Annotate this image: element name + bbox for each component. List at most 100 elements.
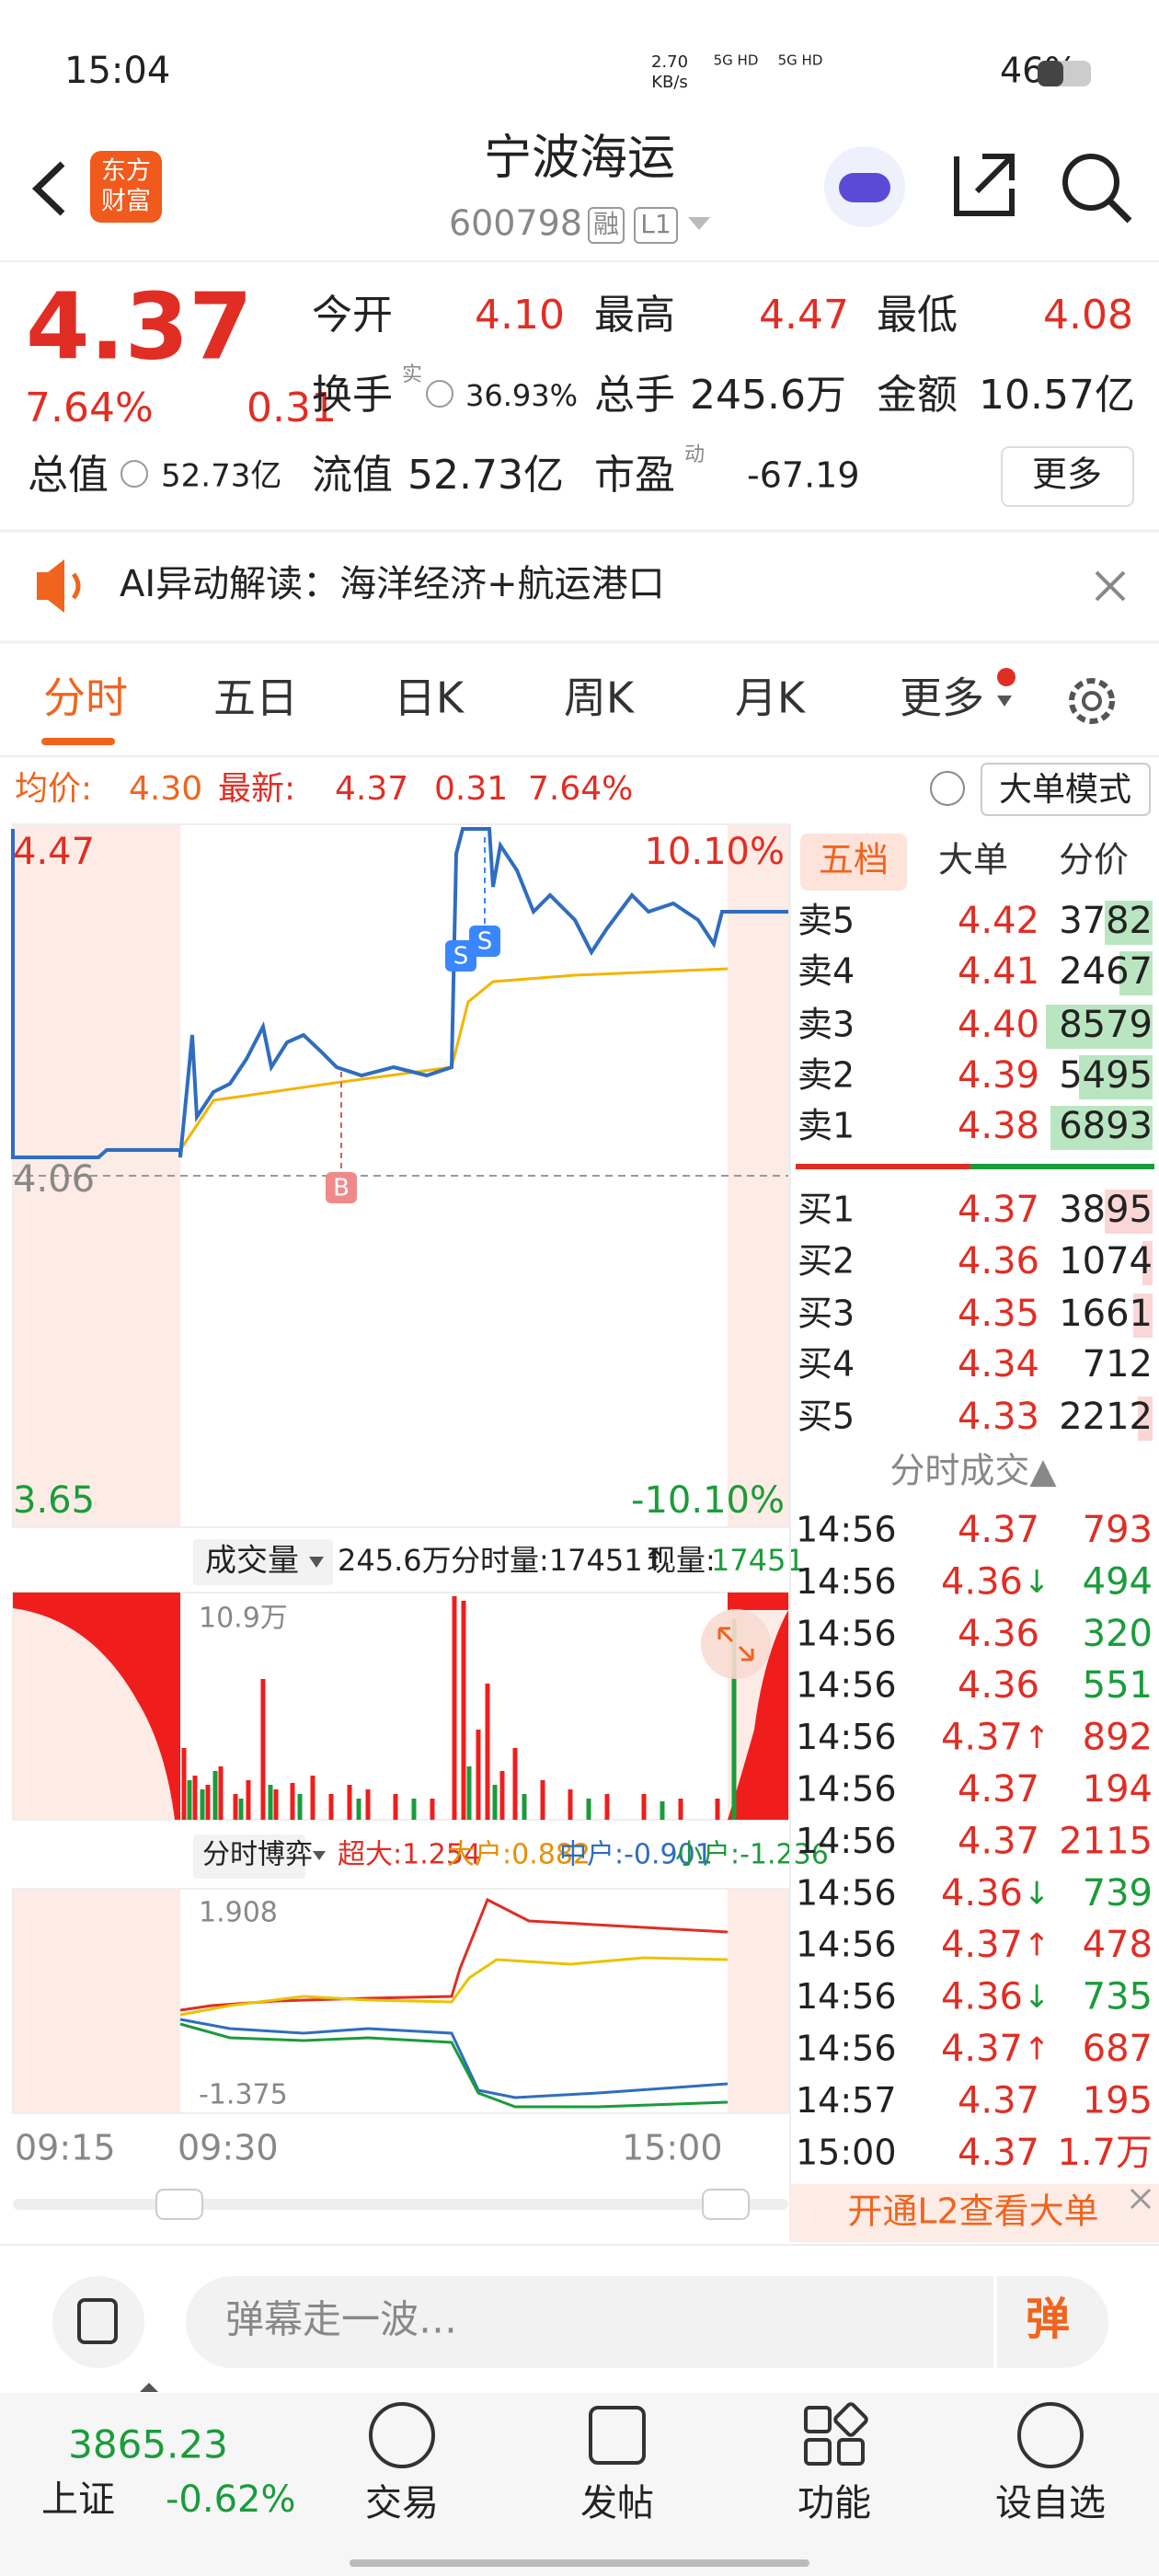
current-volume: 17451 [711, 1543, 805, 1578]
danmaku-button[interactable]: 弹 [1026, 2294, 1070, 2345]
func-icon [837, 2438, 865, 2466]
close[interactable] [1095, 570, 1126, 602]
book-tab[interactable]: 大单 [938, 840, 1008, 880]
trade-volume: 793 [1083, 1509, 1153, 1551]
book-label: 卖3 [798, 1005, 855, 1045]
book-price: 4.33 [958, 1396, 1039, 1438]
trade-volume: 735 [1083, 1976, 1153, 2018]
close[interactable] [1130, 2188, 1152, 2210]
info-icon[interactable] [120, 460, 148, 488]
trade-price: 4.37 [941, 1924, 1023, 1966]
clock: 15:04 [64, 50, 170, 92]
trade-time: 14:56 [796, 1872, 897, 1913]
trade-time: 14:56 [796, 1717, 897, 1757]
tab[interactable]: 分时 [43, 673, 128, 723]
book-label: 买3 [798, 1294, 855, 1334]
book-tab[interactable]: 分价 [1059, 840, 1129, 880]
comment-input[interactable] [186, 2276, 1108, 2368]
nav-item[interactable]: 发帖 [580, 2482, 654, 2524]
expand-icon [717, 1627, 754, 1662]
book-volume: 2467 [1059, 950, 1153, 993]
trade-time: 14:56 [796, 1510, 897, 1550]
settings[interactable] [1069, 678, 1115, 724]
expand[interactable] [701, 1609, 771, 1679]
logo-text: 财富 [101, 188, 151, 216]
back[interactable] [31, 161, 65, 216]
more-label: 更多 [1032, 454, 1102, 495]
tab[interactable]: 日K [394, 673, 465, 723]
network: 5G HD [778, 52, 823, 69]
trade-time: 14:56 [796, 1925, 897, 1965]
field-value: 52.73亿 [161, 458, 281, 495]
time-label: 09:30 [178, 2128, 279, 2168]
post-shade [728, 1889, 788, 2113]
info-icon[interactable] [426, 380, 453, 408]
last-price: 4.37 [335, 770, 408, 808]
marker-text: B [333, 1175, 350, 1202]
book-price: 4.34 [958, 1343, 1039, 1386]
tab[interactable]: 五日 [213, 673, 298, 723]
sell-marker[interactable] [445, 940, 476, 972]
list-icon [77, 2298, 118, 2344]
mode-label: 大单模式 [999, 771, 1131, 809]
search-handle [1107, 198, 1132, 224]
field-value: -67.19 [747, 455, 860, 496]
depth-bar [1105, 1190, 1153, 1234]
marker-text: S [477, 928, 493, 956]
buy-marker[interactable] [326, 1172, 357, 1203]
marker-text: S [453, 943, 469, 971]
speaker-wave [71, 572, 81, 600]
trade-time: 14:56 [796, 1665, 897, 1706]
nav-item[interactable]: 交易 [365, 2482, 439, 2524]
home-indicator [350, 2559, 809, 2567]
dropdown[interactable] [688, 217, 710, 230]
ai-banner[interactable] [0, 531, 1159, 642]
search[interactable] [1062, 154, 1119, 211]
scroll-handle[interactable] [702, 2189, 750, 2220]
trade-time: 14:56 [796, 1613, 897, 1653]
list-button[interactable] [52, 2276, 144, 2368]
field-value: 4.10 [475, 292, 565, 339]
minute-volume: 分时量:17451↑ [451, 1543, 667, 1578]
trade-volume: 194 [1083, 1768, 1153, 1811]
price-line [11, 827, 788, 1159]
selector[interactable] [193, 1539, 333, 1585]
book-label: 买1 [798, 1190, 855, 1230]
trade-volume: 320 [1083, 1613, 1153, 1655]
trade-price: 4.37 [958, 1820, 1039, 1862]
avg-label: 均价: [15, 770, 92, 808]
nav-item[interactable]: 设自选 [995, 2482, 1106, 2524]
game-item: 中户:-0.901 [559, 1839, 713, 1871]
last-change-pct: 7.64% [528, 770, 633, 808]
tab[interactable]: 更多 [900, 673, 984, 723]
trades-title[interactable]: 分时成交▲ [889, 1451, 1057, 1491]
l2-banner[interactable] [790, 2184, 1159, 2242]
change: 0.31 [247, 385, 337, 431]
trade-time: 14:56 [796, 1821, 897, 1861]
trade-price: 4.36 [958, 1664, 1039, 1707]
trade-volume: 1.7万 [1057, 2132, 1153, 2174]
trade-volume: 195 [1083, 2079, 1153, 2122]
index-value[interactable]: 3865.23 [68, 2422, 228, 2467]
mode-button[interactable] [981, 763, 1151, 816]
tab[interactable]: 月K [735, 673, 807, 723]
field-label: 总值 [28, 452, 109, 499]
scroll-handle[interactable] [155, 2189, 203, 2220]
sell-marker[interactable] [469, 926, 500, 957]
more-button[interactable] [1001, 446, 1134, 507]
book-price: 4.42 [958, 900, 1039, 942]
book-price: 4.36 [958, 1240, 1039, 1282]
tab[interactable]: 周K [564, 673, 636, 723]
field-value: 52.73亿 [407, 452, 564, 499]
book-label: 卖1 [798, 1106, 855, 1146]
nav-items: 交易 发帖 功能 设自选 [365, 2482, 1106, 2524]
nav-item[interactable]: 功能 [798, 2482, 871, 2524]
share[interactable] [954, 154, 1015, 216]
help[interactable] [930, 771, 965, 806]
volume-max: 10.9万 [199, 1603, 288, 1635]
settings-center [1082, 691, 1102, 711]
book-tab[interactable]: 五档 [819, 840, 889, 880]
selector[interactable] [193, 1834, 305, 1879]
